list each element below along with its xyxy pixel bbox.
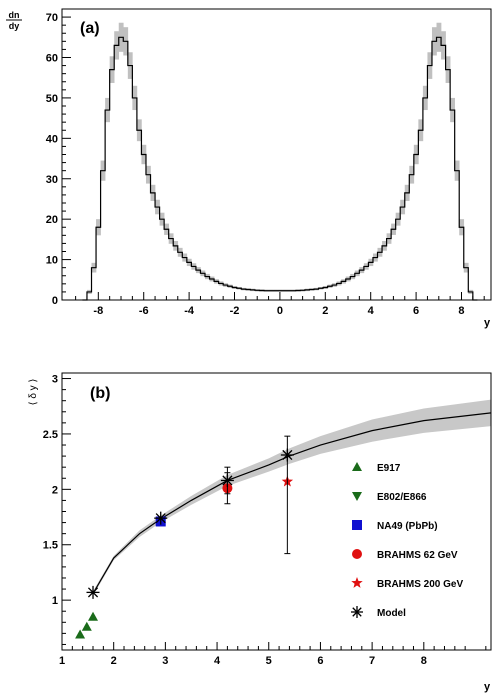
x-tick-label-b: 1 (59, 655, 65, 667)
x-tick-label-b: 3 (162, 655, 168, 667)
asterisk-stroke (222, 475, 233, 486)
x-tick-label-a: 8 (458, 305, 464, 317)
asterisk-stroke (155, 513, 166, 524)
x-tick-label-b: 2 (111, 655, 117, 667)
y-tick-label-b: 1.5 (43, 540, 58, 552)
y-tick-label-b: 2.5 (43, 429, 58, 441)
x-tick-label-a: 4 (368, 305, 375, 317)
data-point-asterisk (220, 473, 234, 487)
legend-marker-star (351, 577, 363, 588)
y-tick-label-a: 50 (46, 93, 58, 105)
legend-marker-triangle-up (352, 462, 362, 471)
y-axis-label-b: ⟨ δ y ⟩ (28, 379, 39, 406)
axis-ticks-a: -8 -6 -4 -2 0 2 4 6 8 0 10 20 30 40 50 60 70 (46, 12, 485, 317)
model-line (92, 412, 492, 594)
legend-label: BRAHMS 200 GeV (377, 579, 463, 590)
y-tick-label-a: 40 (46, 133, 58, 145)
histogram-line (82, 36, 478, 301)
model-band (93, 399, 491, 596)
histogram-a (82, 36, 478, 301)
legend-marker-circle (352, 549, 362, 559)
model-band-b (93, 399, 491, 596)
legend-label: BRAHMS 62 GeV (377, 550, 458, 561)
x-tick-label-a: -2 (230, 305, 240, 317)
asterisk-stroke (352, 607, 362, 617)
panel-label-b: (b) (90, 385, 110, 402)
x-tick-label-a: 2 (322, 305, 328, 317)
y-tick-label-b: 1 (52, 595, 58, 607)
legend-label: NA49 (PbPb) (377, 521, 438, 532)
y-axis-label-denominator-a: dy (9, 21, 20, 31)
data-point-asterisk (154, 511, 168, 525)
x-tick-label-a: 6 (413, 305, 419, 317)
x-tick-label-a: 0 (277, 305, 283, 317)
data-point-triangle-up (75, 629, 86, 639)
legend-label: E802/E866 (377, 492, 427, 503)
data-points-b (75, 435, 294, 639)
x-tick-label-b: 6 (317, 655, 323, 667)
legend-marker-square (352, 520, 362, 530)
y-tick-label-a: 0 (52, 295, 58, 307)
panel-b: 1 2 3 4 5 6 7 8 1 1.5 2 2.5 3 (b) ⟨ δ y ⟩ y E917 E802… (28, 372, 492, 693)
legend-marker-triangle-down (352, 492, 362, 501)
y-axis-label-numerator-a: dn (9, 10, 20, 20)
y-tick-label-b: 2 (52, 484, 58, 496)
x-tick-label-b: 8 (421, 655, 427, 667)
legend-label: Model (377, 608, 406, 619)
x-axis-label-b: y (484, 681, 491, 693)
data-point-triangle-up (88, 611, 99, 621)
panel-a: -8 -6 -4 -2 0 2 4 6 8 0 10 20 30 40 50 60 70 (a) dn dy y (6, 8, 492, 329)
data-point-asterisk (280, 448, 294, 462)
x-tick-label-b: 4 (214, 655, 221, 667)
axis-ticks-b: 1 2 3 4 5 6 7 8 1 1.5 2 2.5 3 (43, 374, 487, 667)
asterisk-stroke (87, 587, 99, 598)
legend-label: E917 (377, 463, 401, 474)
y-tick-label-a: 20 (46, 214, 58, 226)
y-tick-label-a: 30 (46, 174, 58, 186)
panel-label-a: (a) (80, 20, 100, 37)
model-curve-b (92, 412, 492, 594)
x-tick-label-a: -4 (184, 305, 195, 317)
x-tick-label-a: -8 (93, 305, 103, 317)
legend-b: E917 E802/E866 NA49 (PbPb) BRAHMS 62 GeV BRA… (351, 462, 463, 619)
data-point-asterisk (86, 585, 100, 599)
y-tick-label-b: 3 (52, 374, 58, 386)
x-tick-label-a: -6 (139, 305, 149, 317)
y-tick-label-a: 70 (46, 12, 58, 24)
y-tick-label-a: 60 (46, 53, 58, 65)
x-tick-label-b: 5 (266, 655, 272, 667)
x-tick-label-b: 7 (369, 655, 375, 667)
data-point-triangle-up (81, 621, 92, 631)
legend-marker-asterisk (351, 606, 363, 618)
x-axis-label-a: y (484, 317, 491, 329)
y-tick-label-a: 10 (46, 255, 58, 267)
asterisk-stroke (282, 449, 293, 461)
